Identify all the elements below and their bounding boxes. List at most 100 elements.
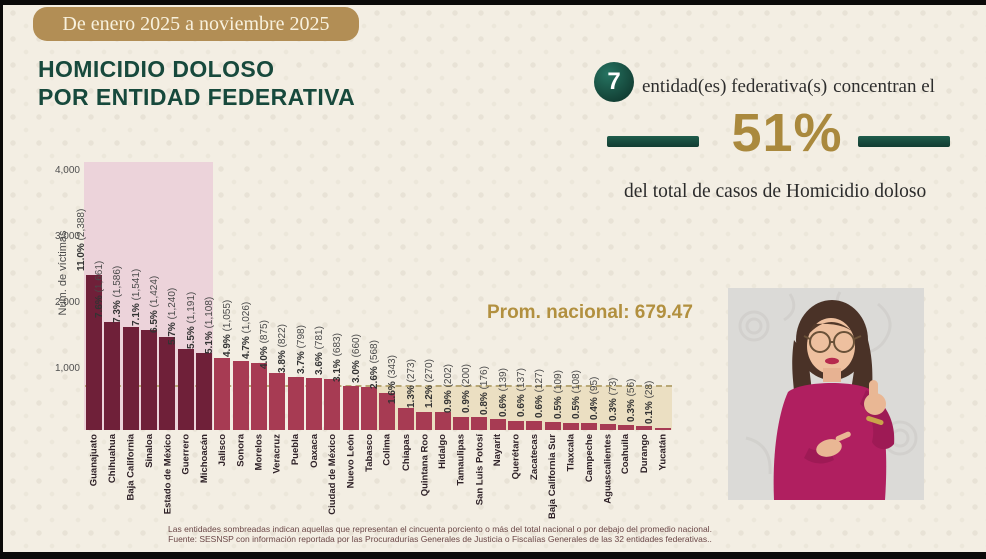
chart-bar [654,428,671,430]
chart-bar [122,326,139,430]
bar-value-label: 0.9% (200) [460,364,472,413]
bar-value-label: 0.5% (109) [552,369,564,419]
chart-bar [269,373,286,430]
y-tick-3000: 3,000 [54,231,80,242]
period-banner: De enero 2025 a noviembre 2025 [33,7,359,41]
x-axis-label: Oaxaca [308,434,320,468]
x-axis-label: Guerrero [180,434,192,475]
x-axis-label: Zacatecas [528,434,540,480]
bar-value-label: 3.6% (781) [314,326,326,376]
x-axis-label: Estado de México [162,434,173,515]
glasses-icon [803,331,862,353]
chart-bar [86,274,102,430]
interpreter-person [773,300,895,500]
x-axis-label: Colima [382,434,394,466]
chart-bar [159,337,176,430]
chart-bar [251,363,268,430]
bar-value-label: 11.0% (2,388) [75,208,87,271]
bar-value-label: 3.0% (660) [350,334,362,384]
x-axis-label: Michoacán [198,434,210,484]
highlight-sub1: del total de casos de [624,181,782,202]
bar-value-label: 3.8% (822) [277,323,289,373]
footnote-line2: Fuente: SESNSP con información reportada… [168,533,712,544]
bar-value-label: 0.5% (108) [570,370,582,419]
bar-value-label: 0.6% (127) [534,368,546,418]
national-average-label: Prom. nacional: 679.47 [487,302,693,323]
chart-bar [342,385,359,430]
chart-bar [397,407,414,430]
x-axis-label: Aguascalientes [602,434,614,504]
bar-value-label: 7.6% (1,661) [94,260,105,318]
y-tick-4000: 4,000 [54,165,80,176]
bar-value-label: 0.8% (176) [479,365,491,415]
bar-value-label: 7.1% (1,541) [130,268,142,326]
x-axis-label: Ciudad de México [327,434,339,515]
bar-value-label: 4.7% (1,026) [240,302,252,360]
chart-bar [617,425,634,430]
bar-value-label: 3.7% (798) [295,325,307,375]
x-axis-label: Baja California [125,434,137,501]
accent-dash-left [607,136,699,147]
x-axis-label: Jalisco [217,434,228,467]
y-tick-2000: 2,000 [54,297,80,308]
x-axis-label: Durango [638,434,650,474]
highlight-lead-text: entidad(es) federativa(s) concentran el [642,76,935,98]
chart-bar [489,418,506,430]
bar-value-label: 5.7% (1,240) [167,288,179,346]
highlight-percent: 51% [731,103,843,163]
y-tick-1000: 1,000 [54,363,80,374]
page-title-line2: POR ENTIDAD FEDERATIVA [38,84,356,110]
x-axis-label: Sonora [235,434,247,467]
bar-value-label: 1.3% (273) [405,359,417,409]
bar-value-label: 0.3% (73) [607,377,619,422]
footnote-line1: Las entidades sombreadas indican aquella… [168,524,712,534]
bar-value-label: 4.0% (875) [259,320,271,370]
y-axis-title: Núm. de víctimas [57,230,69,316]
bar-value-label: 5.5% (1,191) [185,291,197,349]
chart-bar [232,361,249,430]
bar-value-label: 0.3% (56) [625,379,637,423]
x-axis-label: Yucatán [657,434,669,471]
chart-bar [416,412,433,430]
entity-count-badge: 7 [594,62,634,102]
chart-bar [324,379,341,430]
highlight-lead1: entidad(es) federativa(s) [642,76,828,97]
chart-bar [471,417,488,430]
highlight-sub-text: del total de casos de Homicidio doloso [624,181,926,203]
x-axis-label: Coahuila [620,434,632,475]
chart-bar [361,387,378,430]
chart-bar [104,322,121,430]
bar-value-label: 4.9% (1,055) [222,300,234,358]
chart-bar [544,421,561,430]
chart-bar [214,358,231,430]
highlight-sub2: Homicidio doloso [785,181,927,202]
chart-bar [452,416,469,430]
bar-value-label: 0.4% (95) [589,376,601,420]
bar-value-label: 1.2% (270) [424,359,436,409]
entity-count-value: 7 [607,68,621,95]
x-axis-label: Nayarit [492,434,504,467]
bar-value-label: 0.6% (137) [515,368,527,418]
period-banner-label: De enero 2025 a noviembre 2025 [62,12,330,35]
x-axis-label: Nuevo León [345,434,357,489]
page-title-line1: HOMICIDIO DOLOSO [38,56,275,82]
x-axis-label: Guanajuato [88,434,100,487]
bar-value-label: 0.9% (202) [442,363,454,413]
highlight-lead2: concentran el [833,76,935,97]
letterbox-top [0,0,986,5]
chart-bar [507,421,524,430]
chart-bar [141,329,157,430]
bar-value-label: 2.6% (568) [369,340,381,390]
x-axis-label: Chiapas [400,434,412,471]
x-axis-label: Morelos [253,434,265,471]
bar-value-label: 3.1% (683) [332,332,344,382]
chart-bar [196,352,212,430]
chart-bar [434,412,451,430]
chart-bar [581,423,598,430]
chart-bar [177,349,194,430]
x-axis-label: Hidalgo [437,434,449,469]
bar-value-label: 0.6% (139) [497,368,509,417]
x-axis-label: Puebla [290,434,302,466]
